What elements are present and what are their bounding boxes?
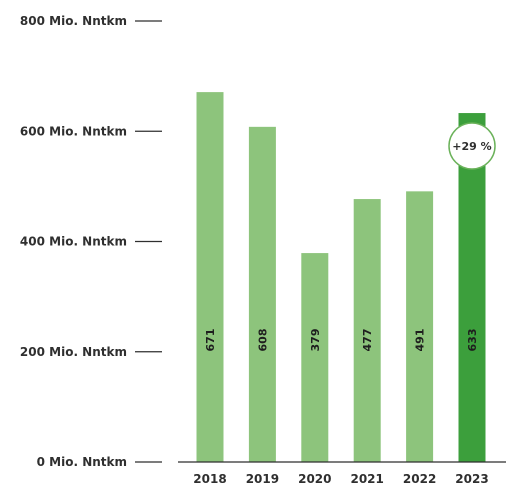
bar-2020 bbox=[301, 253, 329, 462]
x-tick-label-2023: 2023 bbox=[455, 472, 488, 484]
y-tick-label-200: 200 Mio. Nntkm bbox=[20, 345, 127, 359]
x-tick-label-2019: 2019 bbox=[246, 472, 279, 484]
annotations: +29 % bbox=[448, 122, 496, 170]
value-label-2022: 491 bbox=[414, 329, 427, 352]
x-tick-label-2022: 2022 bbox=[403, 472, 436, 484]
growth-badge bbox=[448, 122, 496, 170]
y-tick-label-0: 0 Mio. Nntkm bbox=[37, 455, 127, 469]
y-axis: 0 Mio. Nntkm 200 Mio. Nntkm 400 Mio. Nntkm… bbox=[20, 14, 162, 469]
y-tick-label-400: 400 Mio. Nntkm bbox=[20, 235, 127, 249]
bar-2023 bbox=[458, 113, 486, 462]
x-tick-label-2020: 2020 bbox=[298, 472, 331, 484]
x-tick-label-2021: 2021 bbox=[350, 472, 383, 484]
bars-group: 671 608 379 477 491 633 bbox=[196, 92, 486, 462]
y-tick-label-800: 800 Mio. Nntkm bbox=[20, 14, 127, 28]
value-label-2021: 477 bbox=[361, 329, 374, 352]
x-tick-label-2018: 2018 bbox=[193, 472, 226, 484]
value-label-2019: 608 bbox=[256, 329, 269, 352]
growth-badge-text: +29 % bbox=[452, 140, 491, 153]
bar-2019 bbox=[248, 126, 276, 462]
x-axis: 2018 2019 2020 2021 2022 2023 bbox=[193, 472, 488, 484]
value-label-2023: 633 bbox=[466, 329, 479, 352]
value-label-2018: 671 bbox=[204, 329, 217, 352]
y-tick-label-600: 600 Mio. Nntkm bbox=[20, 124, 127, 138]
value-label-2020: 379 bbox=[309, 329, 322, 352]
bar-2021 bbox=[353, 199, 381, 462]
bar-2022 bbox=[406, 191, 434, 462]
bar-2018 bbox=[196, 92, 224, 462]
